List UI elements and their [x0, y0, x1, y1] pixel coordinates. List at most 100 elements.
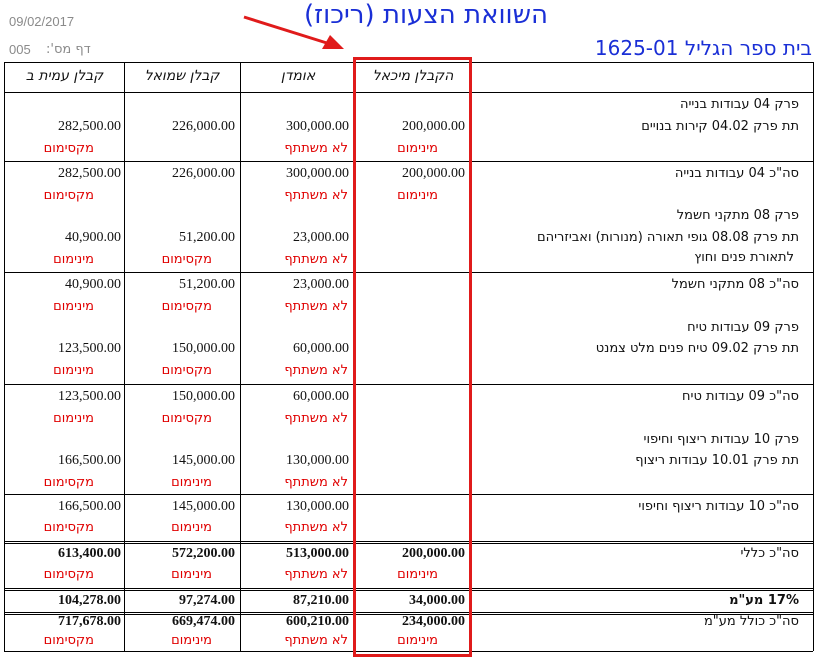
page-number: 005	[9, 42, 31, 57]
value-cell: 40,900.00	[65, 230, 121, 245]
section-label: פרק 10 עבודות ריצוף וחיפוי	[643, 432, 799, 447]
column-header-amit: קבלן עמית ב	[25, 68, 104, 84]
value-cell: 226,000.00	[172, 166, 235, 181]
column-highlight-box	[353, 57, 472, 657]
row-divider	[4, 541, 813, 542]
status-tag: מקסימום	[43, 141, 94, 156]
value-cell: 200,000.00	[402, 119, 465, 134]
column-divider	[813, 62, 814, 651]
value-cell: 300,000.00	[286, 119, 349, 134]
value-cell: 51,200.00	[179, 277, 235, 292]
value-cell: 34,000.00	[409, 593, 465, 608]
value-cell: 282,500.00	[58, 119, 121, 134]
value-cell: 200,000.00	[402, 546, 465, 561]
total-label: סה"כ 04 עבודות בנייה	[674, 166, 799, 181]
value-cell: 150,000.00	[172, 341, 235, 356]
status-tag: מקסימום	[161, 252, 212, 267]
row-divider	[4, 612, 813, 613]
school-name: בית ספר הגליל 1625-01	[594, 36, 812, 60]
value-cell: 226,000.00	[172, 119, 235, 134]
status-tag: מינימום	[171, 475, 212, 490]
section-label: פרק 08 מתקני חשמל	[676, 208, 799, 223]
section-label: פרק 04 עבודות בנייה	[679, 97, 799, 112]
status-tag: מקסימום	[161, 299, 212, 314]
status-tag: לא משתתף	[284, 411, 348, 426]
status-tag: לא משתתף	[284, 363, 348, 378]
value-cell: 123,500.00	[58, 389, 121, 404]
value-cell: 23,000.00	[293, 230, 349, 245]
subsection-label: תת פרק 08.08 גופי תאורה (מנורות) ואביזרי…	[537, 230, 799, 245]
vat-label: 17% מע"מ	[729, 593, 799, 608]
value-cell: 87,210.00	[293, 593, 349, 608]
value-cell: 104,278.00	[58, 593, 121, 608]
row-divider	[4, 494, 813, 495]
status-tag: לא משתתף	[284, 141, 348, 156]
row-divider	[4, 614, 813, 615]
status-tag: מינימום	[53, 252, 94, 267]
total-label: סה"כ 09 עבודות טיח	[682, 389, 799, 404]
status-tag: לא משתתף	[284, 633, 348, 648]
status-tag: מינימום	[397, 188, 438, 203]
section-label: פרק 09 עבודות טיח	[687, 320, 799, 335]
value-cell: 123,500.00	[58, 341, 121, 356]
column-header-michael: הקבלן מיכאל	[372, 68, 454, 84]
value-cell: 150,000.00	[172, 389, 235, 404]
column-divider	[124, 62, 125, 651]
row-divider	[4, 543, 813, 544]
value-cell: 145,000.00	[172, 499, 235, 514]
subsection-label: תת פרק 10.01 עבודות ריצוף	[635, 453, 799, 468]
value-cell: 130,000.00	[286, 499, 349, 514]
report-title: השוואת הצעות (ריכוז)	[304, 0, 549, 30]
value-cell: 166,500.00	[58, 453, 121, 468]
value-cell: 130,000.00	[286, 453, 349, 468]
value-cell: 200,000.00	[402, 166, 465, 181]
subsection-label: תת פרק 09.02 טיח פנים מלט צמנט	[595, 341, 799, 356]
value-cell: 166,500.00	[58, 499, 121, 514]
status-tag: מינימום	[397, 141, 438, 156]
column-divider	[240, 62, 241, 651]
status-tag: מינימום	[397, 633, 438, 648]
value-cell: 300,000.00	[286, 166, 349, 181]
row-divider	[4, 272, 813, 273]
status-tag: מינימום	[171, 567, 212, 582]
value-cell: 97,274.00	[179, 593, 235, 608]
grand-total-label: סה"כ כולל מע"מ	[703, 614, 799, 629]
column-header-shmuel: קבלן שמואל	[144, 68, 220, 84]
status-tag: מינימום	[53, 411, 94, 426]
value-cell: 600,210.00	[286, 614, 349, 629]
status-tag: לא משתתף	[284, 252, 348, 267]
status-tag: מקסימום	[161, 411, 212, 426]
table-bottom-border	[4, 651, 813, 652]
status-tag: מינימום	[171, 520, 212, 535]
status-tag: לא משתתף	[284, 520, 348, 535]
status-tag: מקסימום	[43, 475, 94, 490]
status-tag: לא משתתף	[284, 475, 348, 490]
status-tag: מקסימום	[43, 567, 94, 582]
status-tag: מקסימום	[43, 188, 94, 203]
value-cell: 234,000.00	[402, 614, 465, 629]
value-cell: 513,000.00	[286, 546, 349, 561]
value-cell: 717,678.00	[58, 614, 121, 629]
total-label: סה"כ 08 מתקני חשמל	[671, 277, 799, 292]
value-cell: 40,900.00	[65, 277, 121, 292]
row-divider	[4, 161, 813, 162]
value-cell: 51,200.00	[179, 230, 235, 245]
header-divider	[4, 92, 813, 93]
status-tag: מקסימום	[43, 633, 94, 648]
status-tag: מינימום	[53, 299, 94, 314]
row-divider	[4, 590, 813, 591]
subsection-label: תת פרק 04.02 קירות בנויים	[641, 119, 799, 134]
print-date: 09/02/2017	[9, 14, 75, 29]
status-tag: מינימום	[397, 567, 438, 582]
value-cell: 60,000.00	[293, 389, 349, 404]
column-divider	[4, 62, 5, 651]
value-cell: 669,474.00	[172, 614, 235, 629]
value-cell: 613,400.00	[58, 546, 121, 561]
page-number-label: דף מס':	[46, 42, 91, 57]
value-cell: 23,000.00	[293, 277, 349, 292]
status-tag: לא משתתף	[284, 299, 348, 314]
value-cell: 282,500.00	[58, 166, 121, 181]
value-cell: 572,200.00	[172, 546, 235, 561]
row-divider	[4, 588, 813, 589]
table-top-border	[4, 62, 813, 63]
